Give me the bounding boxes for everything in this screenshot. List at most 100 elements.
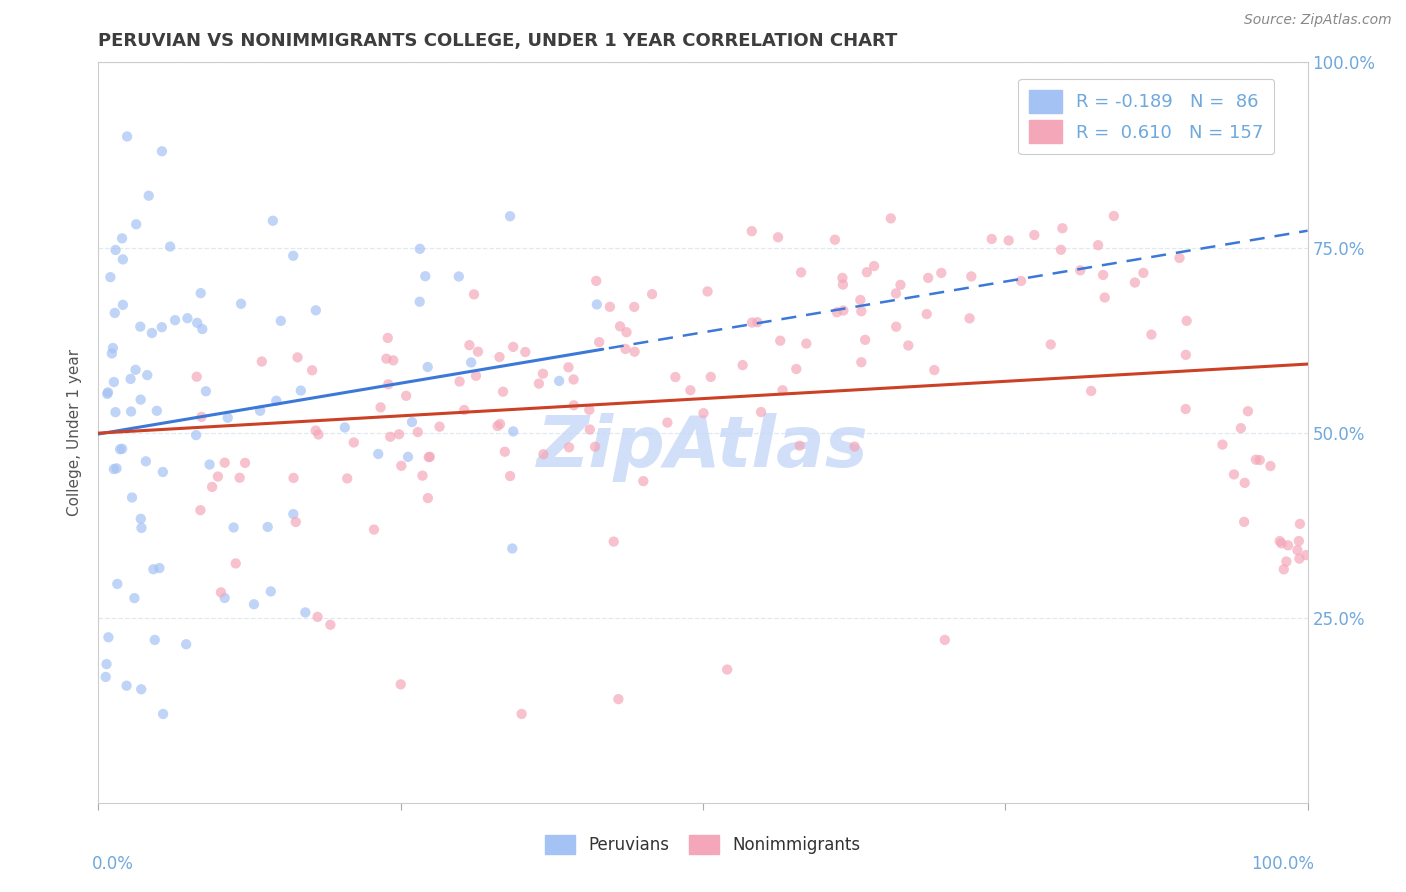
Point [222,520,245,534]
Point [588,335,610,350]
Point [579,423,602,437]
Point [1286,543,1309,558]
Point [194,384,217,399]
Point [319,617,342,632]
Point [363,523,385,537]
Point [138,188,160,202]
Point [233,456,256,470]
Point [692,406,714,420]
Point [174,637,197,651]
Point [884,319,907,334]
Text: 100.0%: 100.0% [1250,855,1313,872]
Point [249,404,271,418]
Point [418,450,440,465]
Point [794,336,817,351]
Point [143,632,166,647]
Text: ZipAtlas: ZipAtlas [537,413,869,482]
Point [599,300,621,314]
Point [1087,238,1109,252]
Point [499,209,522,223]
Point [283,249,305,263]
Point [917,271,939,285]
Point [401,415,423,429]
Point [101,346,124,360]
Point [1288,551,1310,566]
Point [411,468,433,483]
Point [453,403,475,417]
Point [766,230,789,244]
Point [142,562,165,576]
Text: 0.0%: 0.0% [93,855,134,872]
Point [1211,437,1233,451]
Y-axis label: College, Under 1 year: College, Under 1 year [67,349,83,516]
Point [889,277,911,292]
Point [832,277,855,292]
Point [283,507,305,521]
Point [148,561,170,575]
Point [607,692,630,706]
Point [997,234,1019,248]
Point [135,454,157,468]
Point [243,597,266,611]
Point [111,252,134,267]
Point [108,442,131,457]
Point [413,269,436,284]
Point [416,491,439,505]
Point [851,355,873,369]
Point [367,447,389,461]
Text: PERUVIAN VS NONIMMIGRANTS COLLEGE, UNDER 1 YEAR CORRELATION CHART: PERUVIAN VS NONIMMIGRANTS COLLEGE, UNDER… [98,32,898,50]
Point [657,416,679,430]
Point [789,439,811,453]
Point [1268,534,1291,549]
Point [111,442,134,456]
Point [492,384,515,399]
Text: Source: ZipAtlas.com: Source: ZipAtlas.com [1244,13,1392,28]
Point [825,305,848,319]
Point [1102,209,1125,223]
Point [1175,314,1198,328]
Point [97,630,120,644]
Point [124,363,146,377]
Point [1275,555,1298,569]
Point [832,303,855,318]
Point [641,287,664,301]
Point [884,286,907,301]
Point [856,265,879,279]
Point [124,591,146,606]
Point [129,512,152,526]
Point [1230,421,1253,435]
Point [305,303,328,318]
Point [562,398,585,412]
Point [146,404,169,418]
Point [209,585,232,599]
Point [136,368,159,383]
Point [747,315,769,329]
Point [111,298,134,312]
Point [1050,243,1073,257]
Point [120,372,142,386]
Point [125,217,148,231]
Point [104,405,127,419]
Point [396,450,419,464]
Point [290,384,312,398]
Point [609,319,631,334]
Point [602,534,624,549]
Point [585,274,607,288]
Point [115,129,138,144]
Point [502,425,524,439]
Point [614,342,637,356]
Point [463,287,485,301]
Point [502,340,524,354]
Point [1270,536,1292,550]
Point [104,306,127,320]
Point [557,360,579,375]
Point [214,456,236,470]
Point [489,417,512,431]
Point [301,363,323,377]
Point [186,369,208,384]
Point [1288,534,1310,549]
Point [217,410,239,425]
Point [260,584,283,599]
Point [1174,402,1197,417]
Point [214,591,236,605]
